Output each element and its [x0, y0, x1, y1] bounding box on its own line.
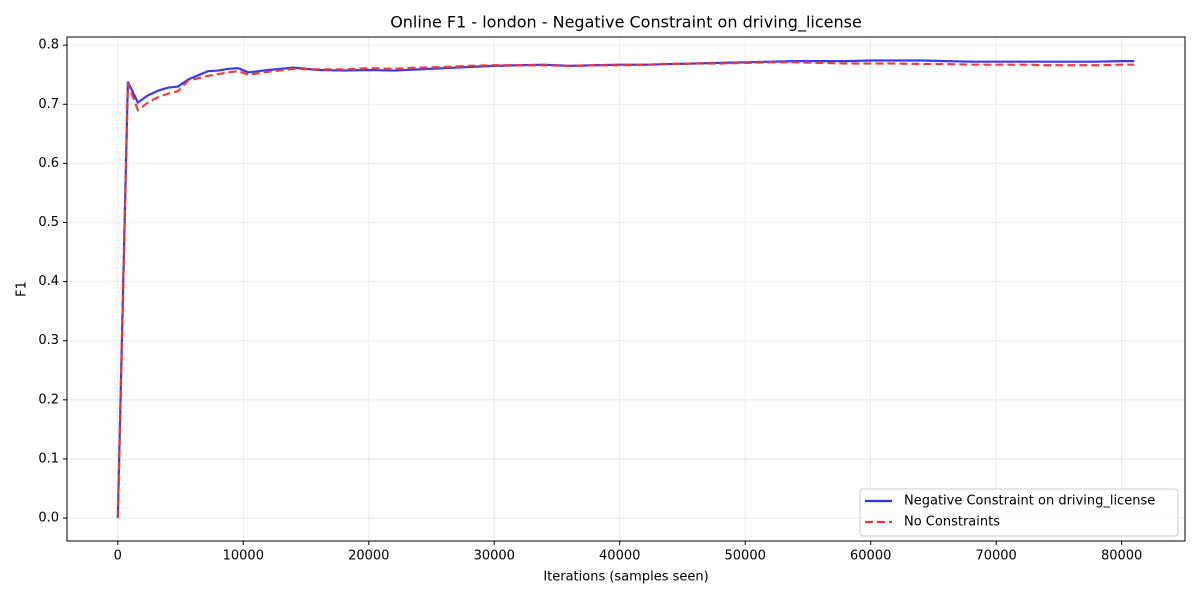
chart-title: Online F1 - london - Negative Constraint… — [390, 13, 862, 33]
y-axis-label: F1 — [15, 281, 30, 297]
x-tick-label: 40000 — [599, 549, 640, 564]
y-tick-label: 0.0 — [38, 511, 59, 526]
x-axis-label: Iterations (samples seen) — [543, 570, 708, 585]
y-tick-label: 0.5 — [38, 215, 59, 230]
legend-label: Negative Constraint on driving_license — [904, 494, 1155, 509]
y-tick-label: 0.1 — [38, 451, 59, 466]
x-tick-label: 10000 — [223, 549, 264, 564]
x-tick-label: 80000 — [1101, 549, 1142, 564]
line — [116, 59, 1135, 519]
x-tick-label: 50000 — [725, 549, 766, 564]
y-tick-label: 0.7 — [38, 97, 59, 112]
x-tick-label: 0 — [114, 549, 122, 564]
x-tick-label: 60000 — [850, 549, 891, 564]
legend-box — [859, 488, 1179, 537]
plot-frame — [66, 36, 1186, 542]
y-tick-label: 0.2 — [38, 392, 59, 407]
y-tick-label: 0.8 — [38, 38, 59, 53]
x-tick-label: 70000 — [975, 549, 1016, 564]
legend-label: No Constraints — [904, 515, 1000, 530]
x-tick-label: 20000 — [348, 549, 389, 564]
y-tick-label: 0.6 — [38, 156, 59, 171]
line — [116, 61, 1135, 519]
y-tick-label: 0.3 — [38, 333, 59, 348]
x-tick-label: 30000 — [474, 549, 515, 564]
y-tick-label: 0.4 — [38, 274, 59, 289]
